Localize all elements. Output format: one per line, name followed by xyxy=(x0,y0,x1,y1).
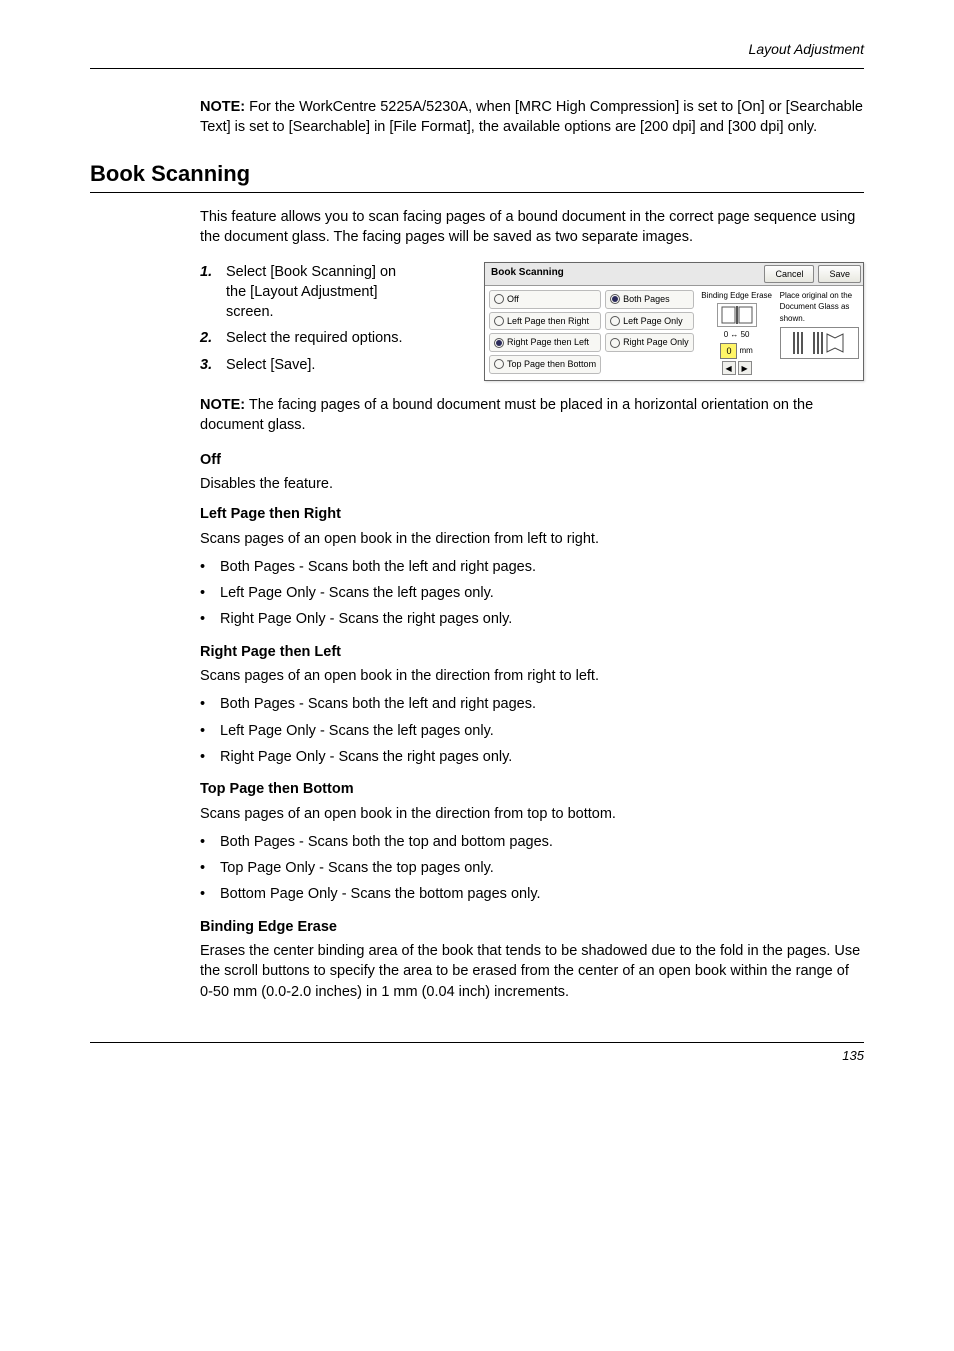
note-text: The facing pages of a bound document mus… xyxy=(200,397,813,433)
bullet-text: Bottom Page Only - Scans the bottom page… xyxy=(220,884,541,904)
steps-and-image-row: 1. Select [Book Scanning] on the [Layout… xyxy=(200,262,864,381)
radio-top-then-bottom[interactable]: Top Page then Bottom xyxy=(489,355,601,374)
list-item: •Both Pages - Scans both the top and bot… xyxy=(200,832,864,852)
save-button[interactable]: Save xyxy=(818,265,861,284)
binding-erase-column: Binding Edge Erase 0 ↔ 50 0 mm ◀ ▶ xyxy=(698,290,776,375)
bullet-text: Right Page Only - Scans the right pages … xyxy=(220,609,512,629)
step-number: 1. xyxy=(200,262,226,323)
list-item: •Left Page Only - Scans the left pages o… xyxy=(200,583,864,603)
sub-para: Scans pages of an open book in the direc… xyxy=(200,666,864,686)
erase-icon xyxy=(717,303,757,327)
step-item: 3. Select [Save]. xyxy=(200,355,420,375)
dialog-title: Book Scanning xyxy=(485,263,762,286)
note-label: NOTE: xyxy=(200,397,245,413)
sub-para: Scans pages of an open book in the direc… xyxy=(200,529,864,549)
list-item: •Bottom Page Only - Scans the bottom pag… xyxy=(200,884,864,904)
erase-range: 0 ↔ 50 xyxy=(724,329,750,340)
header-rule xyxy=(90,68,864,69)
footer-rule xyxy=(90,1042,864,1043)
radio-label: Top Page then Bottom xyxy=(507,358,596,371)
subhead-right-left: Right Page then Left xyxy=(200,642,864,662)
note-text: For the WorkCentre 5225A/5230A, when [MR… xyxy=(200,99,863,135)
radio-off[interactable]: Off xyxy=(489,290,601,309)
radio-right-page-only[interactable]: Right Page Only xyxy=(605,333,694,352)
radio-label: Right Page then Left xyxy=(507,336,589,349)
list-item: •Left Page Only - Scans the left pages o… xyxy=(200,721,864,741)
step-item: 1. Select [Book Scanning] on the [Layout… xyxy=(200,262,420,323)
step-text: Select [Save]. xyxy=(226,355,315,375)
sub-para: Scans pages of an open book in the direc… xyxy=(200,804,864,824)
cancel-button[interactable]: Cancel xyxy=(764,265,814,284)
note-orientation: NOTE: The facing pages of a bound docume… xyxy=(200,395,864,436)
subhead-left-right: Left Page then Right xyxy=(200,504,864,524)
list-item: •Top Page Only - Scans the top pages onl… xyxy=(200,858,864,878)
radio-label: Left Page then Right xyxy=(507,315,589,328)
bullet-text: Top Page Only - Scans the top pages only… xyxy=(220,858,494,878)
radio-label: Off xyxy=(507,293,519,306)
bullet-text: Both Pages - Scans both the top and bott… xyxy=(220,832,553,852)
step-item: 2. Select the required options. xyxy=(200,328,420,348)
step-text: Select the required options. xyxy=(226,328,403,348)
sub-para: Erases the center binding area of the bo… xyxy=(200,941,864,1002)
radio-both-pages[interactable]: Both Pages xyxy=(605,290,694,309)
steps-column: 1. Select [Book Scanning] on the [Layout… xyxy=(200,262,420,381)
page-number: 135 xyxy=(90,1047,864,1065)
bullet-text: Both Pages - Scans both the left and rig… xyxy=(220,694,536,714)
radio-left-page-only[interactable]: Left Page Only xyxy=(605,312,694,331)
pages-radio-group: Both Pages Left Page Only Right Page Onl… xyxy=(605,290,694,375)
sub-para: Disables the feature. xyxy=(200,474,864,494)
erase-unit: mm xyxy=(739,345,752,356)
list-item: •Both Pages - Scans both the left and ri… xyxy=(200,694,864,714)
page-heading: Book Scanning xyxy=(90,159,864,190)
header-section: Layout Adjustment xyxy=(90,40,864,60)
placement-text: Place original on the Document Glass as … xyxy=(780,290,859,324)
bullet-text: Both Pages - Scans both the left and rig… xyxy=(220,557,536,577)
radio-label: Left Page Only xyxy=(623,315,683,328)
heading-rule xyxy=(90,192,864,193)
radio-left-then-right[interactable]: Left Page then Right xyxy=(489,312,601,331)
step-text: Select [Book Scanning] on the [Layout Ad… xyxy=(226,262,420,323)
step-number: 2. xyxy=(200,328,226,348)
subhead-top-bottom: Top Page then Bottom xyxy=(200,779,864,799)
list-item: •Right Page Only - Scans the right pages… xyxy=(200,747,864,767)
note-mrc: NOTE: For the WorkCentre 5225A/5230A, wh… xyxy=(200,97,864,138)
bullet-text: Right Page Only - Scans the right pages … xyxy=(220,747,512,767)
note-label: NOTE: xyxy=(200,99,245,115)
erase-value: 0 xyxy=(720,343,737,360)
step-number: 3. xyxy=(200,355,226,375)
placement-icon xyxy=(780,327,859,359)
book-scanning-dialog: Book Scanning Cancel Save Off Left Page … xyxy=(484,262,864,381)
radio-label: Both Pages xyxy=(623,293,670,306)
placement-column: Place original on the Document Glass as … xyxy=(780,290,859,375)
intro-paragraph: This feature allows you to scan facing p… xyxy=(200,207,864,248)
subhead-binding-erase: Binding Edge Erase xyxy=(200,917,864,937)
bullet-text: Left Page Only - Scans the left pages on… xyxy=(220,583,494,603)
radio-right-then-left[interactable]: Right Page then Left xyxy=(489,333,601,352)
radio-label: Right Page Only xyxy=(623,336,689,349)
list-item: •Right Page Only - Scans the right pages… xyxy=(200,609,864,629)
list-item: •Both Pages - Scans both the left and ri… xyxy=(200,557,864,577)
erase-label: Binding Edge Erase xyxy=(701,290,772,301)
decrease-button[interactable]: ◀ xyxy=(722,361,736,375)
bullet-text: Left Page Only - Scans the left pages on… xyxy=(220,721,494,741)
mode-radio-group: Off Left Page then Right Right Page then… xyxy=(489,290,601,375)
increase-button[interactable]: ▶ xyxy=(738,361,752,375)
subhead-off: Off xyxy=(200,450,864,470)
